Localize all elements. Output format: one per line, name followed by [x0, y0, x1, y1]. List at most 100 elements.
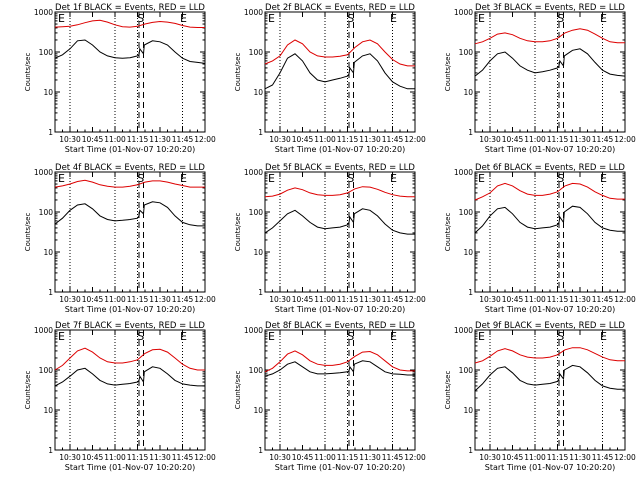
x-tick-label: 10:30: [59, 295, 81, 304]
x-tick-label: 10:30: [479, 453, 501, 462]
x-tick-label: 11:00: [524, 135, 546, 144]
panel-title: Det 6f BLACK = Events, RED = LLD: [475, 163, 625, 173]
x-tick-label: 10:45: [502, 295, 524, 304]
events-series-line: [264, 53, 415, 90]
y-tick-label: 1: [468, 288, 473, 297]
x-tick-label: 11:15: [547, 295, 569, 304]
y-tick-label: 100: [249, 208, 264, 217]
marker-label: E: [600, 12, 607, 25]
y-tick-label: 10: [253, 406, 263, 415]
x-tick-label: 11:15: [547, 453, 569, 462]
x-tick-label: 11:45: [592, 295, 614, 304]
lld-series-line: [474, 28, 625, 45]
x-tick-label: 11:45: [592, 453, 614, 462]
marker-label: S: [557, 12, 564, 25]
x-tick-label: 11:30: [569, 295, 591, 304]
x-tick-label: 11:15: [127, 295, 149, 304]
marker-label: E: [180, 172, 187, 185]
y-tick-label: 1000: [454, 326, 473, 335]
x-tick-label: 11:00: [104, 453, 126, 462]
x-tick-label: 11:30: [569, 453, 591, 462]
lld-series-line: [54, 179, 205, 188]
x-axis-label: Start Time (01-Nov-07 10:20:20): [275, 145, 405, 154]
marker-label: E: [478, 330, 485, 343]
y-tick-label: 1000: [244, 8, 263, 17]
marker-label: S: [557, 172, 564, 185]
marker-label: E: [600, 330, 607, 343]
x-axis-label: Start Time (01-Nov-07 10:20:20): [275, 463, 405, 472]
y-tick-label: 10: [463, 88, 473, 97]
y-tick-label: 1: [48, 446, 53, 455]
x-tick-label: 10:45: [292, 295, 314, 304]
x-tick-label: 11:15: [547, 135, 569, 144]
y-tick-label: 10: [253, 88, 263, 97]
marker-label: E: [268, 172, 275, 185]
y-axis-label: Counts/sec: [444, 53, 452, 92]
x-tick-label: 12:00: [614, 295, 636, 304]
y-tick-label: 10: [43, 88, 53, 97]
y-axis-label: Counts/sec: [234, 371, 242, 410]
x-tick-label: 10:45: [82, 295, 104, 304]
panel-det-1: Det 1f BLACK = Events, RED = LLD 1 10 100 10…: [24, 3, 216, 154]
x-tick-label: 11:00: [314, 453, 336, 462]
y-tick-label: 100: [459, 48, 474, 57]
lld-series-line: [54, 347, 205, 371]
lld-series-line: [264, 350, 415, 373]
marker-label: E: [58, 172, 65, 185]
y-tick-label: 1: [258, 446, 263, 455]
events-series-line: [474, 205, 625, 234]
y-axis-label: Counts/sec: [444, 371, 452, 410]
y-tick-label: 1000: [34, 8, 53, 17]
x-tick-label: 12:00: [404, 453, 426, 462]
marker-label: E: [478, 172, 485, 185]
x-tick-label: 10:45: [292, 135, 314, 144]
x-tick-label: 11:45: [382, 135, 404, 144]
x-tick-label: 11:00: [524, 453, 546, 462]
marker-label: E: [478, 12, 485, 25]
x-axis-label: Start Time (01-Nov-07 10:20:20): [65, 305, 195, 314]
x-tick-label: 12:00: [404, 135, 426, 144]
x-tick-label: 10:45: [502, 135, 524, 144]
x-tick-label: 10:30: [269, 453, 291, 462]
x-tick-label: 11:30: [359, 135, 381, 144]
panel-title: Det 8f BLACK = Events, RED = LLD: [265, 321, 415, 331]
x-tick-label: 12:00: [194, 295, 216, 304]
marker-label: E: [58, 330, 65, 343]
y-tick-label: 1000: [34, 326, 53, 335]
x-tick-label: 11:45: [172, 453, 194, 462]
x-tick-label: 10:30: [479, 135, 501, 144]
y-axis-label: Counts/sec: [444, 213, 452, 252]
events-series-line: [264, 208, 415, 235]
marker-label: E: [390, 172, 397, 185]
y-tick-label: 1000: [244, 168, 263, 177]
x-tick-label: 11:45: [592, 135, 614, 144]
x-tick-label: 10:30: [269, 295, 291, 304]
panel-title: Det 5f BLACK = Events, RED = LLD: [265, 163, 415, 173]
marker-label: S: [347, 12, 354, 25]
x-tick-label: 12:00: [194, 453, 216, 462]
y-tick-label: 10: [463, 406, 473, 415]
x-tick-label: 12:00: [614, 453, 636, 462]
y-tick-label: 100: [39, 48, 54, 57]
x-tick-label: 11:00: [524, 295, 546, 304]
y-tick-label: 100: [249, 48, 264, 57]
x-tick-label: 11:15: [337, 135, 359, 144]
y-tick-label: 10: [463, 248, 473, 257]
y-axis-label: Counts/sec: [234, 53, 242, 92]
y-tick-label: 100: [249, 366, 264, 375]
marker-label: E: [268, 330, 275, 343]
marker-label: S: [347, 172, 354, 185]
x-tick-label: 11:15: [337, 453, 359, 462]
y-tick-label: 1: [258, 288, 263, 297]
marker-label: E: [180, 12, 187, 25]
y-tick-label: 1: [468, 128, 473, 137]
y-tick-label: 1: [48, 128, 53, 137]
x-tick-label: 11:00: [314, 295, 336, 304]
panel-title: Det 1f BLACK = Events, RED = LLD: [55, 3, 205, 13]
x-tick-label: 10:30: [59, 135, 81, 144]
lld-series-line: [264, 186, 415, 198]
panel-det-5: Det 5f BLACK = Events, RED = LLD 1 10 100 10…: [234, 163, 426, 314]
y-tick-label: 100: [39, 366, 54, 375]
x-tick-label: 10:45: [82, 453, 104, 462]
